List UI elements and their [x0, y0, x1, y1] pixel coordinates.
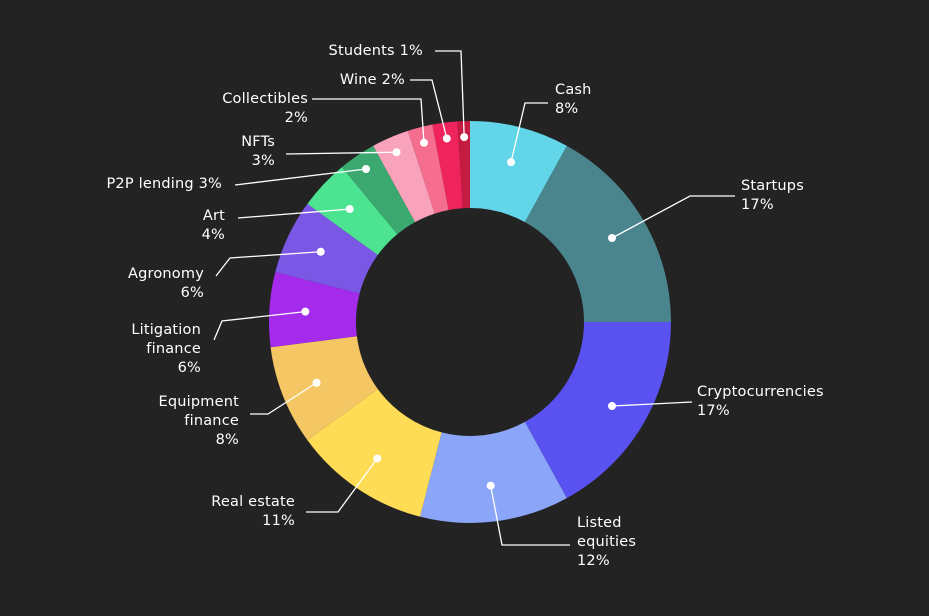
slice-label-p2p-lending: P2P lending 3% — [106, 175, 222, 194]
slice-label-line: 4% — [201, 227, 225, 243]
slice-label-line: 17% — [697, 403, 730, 419]
slice-label-real-estate: Real estate 11% — [211, 493, 295, 531]
label-dot-art — [345, 205, 354, 214]
slice-label-line: finance — [184, 413, 239, 429]
slice-label-line: Listed — [577, 515, 622, 531]
label-dot-startups — [608, 234, 617, 243]
slice-label-line: 2% — [284, 110, 308, 126]
label-dot-students — [460, 133, 469, 142]
slice-label-line: 6% — [177, 360, 201, 376]
leader-line-art — [237, 208, 350, 219]
leader-line-listed-equities — [490, 485, 570, 546]
slice-label-litigation-finance: Litigation finance 6% — [131, 321, 201, 378]
slice-label-line: NFTs — [241, 134, 275, 150]
leader-line-real-estate — [306, 458, 378, 513]
slice-label-line: equities — [577, 534, 637, 550]
slice-label-line: Litigation — [131, 322, 201, 338]
leader-line-p2p-lending — [234, 168, 367, 186]
slice-label-art: Art 4% — [202, 207, 225, 245]
slice-litigation-finance — [269, 272, 360, 348]
leader-line-wine — [410, 79, 448, 139]
leader-line-cryptocurrencies — [611, 401, 693, 407]
slice-label-line: 17% — [741, 197, 774, 213]
label-dot-collectibles — [419, 138, 428, 147]
leader-line-cash — [510, 102, 548, 163]
slice-label-line: 8% — [215, 432, 239, 448]
label-dot-p2p-lending — [362, 164, 371, 173]
leader-line-litigation-finance — [213, 310, 306, 341]
slice-wine — [432, 121, 463, 211]
slice-label-line: Collectibles — [222, 91, 308, 107]
slice-label-startups: Startups 17% — [741, 177, 804, 215]
slice-startups — [524, 145, 671, 322]
slice-nfts — [373, 130, 435, 223]
slice-label-line: Equipment — [158, 394, 239, 410]
slice-label-line: Art — [202, 208, 225, 224]
slice-label-listed-equities: Listed equities 12% — [577, 514, 636, 571]
leader-line-equipment-finance — [250, 382, 317, 415]
label-dot-agronomy — [316, 247, 325, 256]
slice-agronomy — [275, 203, 378, 294]
slice-label-line: Students 1% — [328, 43, 423, 59]
slice-label-line: 3% — [251, 153, 275, 169]
slice-label-line: Wine 2% — [339, 72, 405, 88]
label-dot-real-estate — [373, 454, 382, 463]
slice-label-line: Cryptocurrencies — [697, 384, 824, 400]
slice-label-line: Startups — [741, 178, 804, 194]
leader-line-students — [435, 50, 465, 138]
slice-label-line: 8% — [555, 101, 579, 117]
slice-label-collectibles: Collectibles 2% — [222, 90, 308, 128]
label-dot-equipment-finance — [312, 378, 321, 387]
slice-label-nfts: NFTs 3% — [241, 133, 275, 171]
leader-line-startups — [611, 195, 735, 239]
slice-label-line: 11% — [262, 513, 295, 529]
slice-p2p-lending — [341, 145, 416, 235]
slice-equipment-finance — [270, 336, 378, 441]
leader-line-collectibles — [312, 98, 425, 143]
slice-listed-equities — [420, 421, 567, 524]
slice-label-equipment-finance: Equipment finance 8% — [158, 393, 239, 450]
slice-label-line: 6% — [180, 285, 204, 301]
slice-label-line: P2P lending 3% — [106, 176, 222, 192]
label-dot-wine — [442, 134, 451, 143]
slice-cryptocurrencies — [524, 322, 671, 499]
label-dot-cash — [507, 158, 516, 167]
slice-label-line: Real estate — [211, 494, 295, 510]
leader-line-nfts — [285, 151, 397, 155]
slice-label-line: Cash — [555, 82, 592, 98]
label-dot-listed-equities — [486, 481, 495, 490]
slice-label-line: finance — [146, 341, 201, 357]
slice-label-line: Agronomy — [127, 266, 204, 282]
slice-label-cash: Cash 8% — [555, 81, 592, 119]
slice-students — [457, 121, 470, 209]
slice-label-line: 12% — [577, 553, 610, 569]
label-dot-litigation-finance — [301, 307, 310, 316]
slice-label-students: Students 1% — [329, 42, 423, 61]
label-dot-cryptocurrencies — [608, 401, 617, 410]
slice-label-cryptocurrencies: Cryptocurrencies 17% — [697, 383, 824, 421]
label-dot-nfts — [392, 148, 401, 157]
slice-label-wine: Wine 2% — [340, 71, 405, 90]
slice-label-agronomy: Agronomy 6% — [128, 265, 204, 303]
leader-line-agronomy — [215, 251, 321, 277]
slice-cash — [470, 121, 567, 223]
slice-real-estate — [307, 389, 442, 517]
slice-collectibles — [407, 124, 449, 214]
